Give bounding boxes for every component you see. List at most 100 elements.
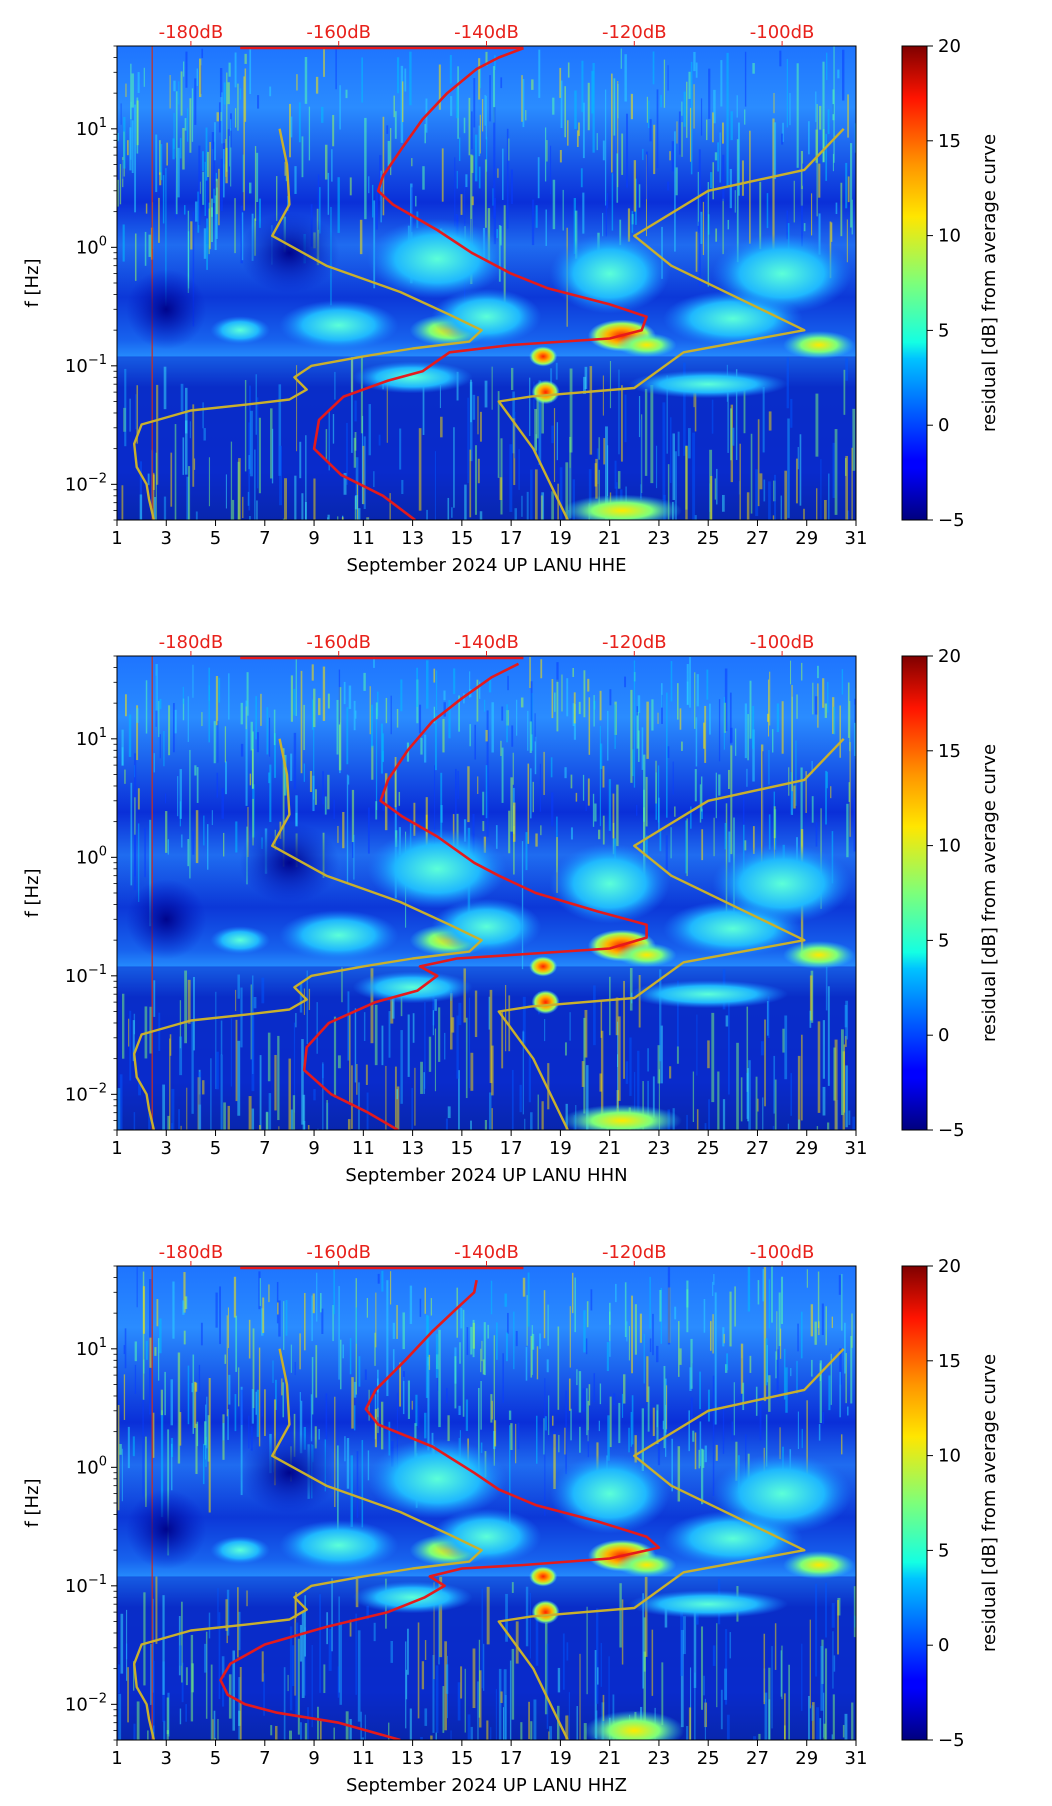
heatmap-streak [521,75,523,122]
heatmap-streak [187,466,191,520]
heatmap-streak [513,1311,515,1370]
heatmap-streak [223,82,226,105]
heatmap-streak [456,1287,459,1338]
heatmap-streak [163,496,167,520]
heatmap-streak [602,375,604,416]
heatmap-streak [722,1403,725,1454]
heatmap-streak [649,1276,651,1329]
heatmap-streak [782,1028,785,1053]
heatmap-streak [535,1618,539,1666]
heatmap-streak [624,394,627,443]
heatmap-streak [342,811,345,849]
heatmap-streak [703,722,705,749]
heatmap-streak [374,1408,378,1448]
heatmap-streak [725,1015,729,1027]
heatmap-streak [327,774,330,810]
heatmap-streak [568,1378,571,1411]
heatmap-streak [536,1346,539,1380]
heatmap-feature [531,990,560,1015]
heatmap-streak [667,464,670,520]
heatmap-streak [677,431,680,457]
heatmap-streak [766,1345,768,1383]
heatmap-streak [634,1304,637,1355]
heatmap-streak [585,800,587,811]
heatmap-streak [750,433,753,514]
heatmap-streak [226,72,228,172]
heatmap-streak [765,1338,768,1386]
heatmap-streak [736,139,739,263]
heatmap-streak [802,163,805,186]
heatmap-streak [147,473,150,486]
heatmap-streak [744,51,747,107]
heatmap-streak [240,205,243,264]
heatmap-streak [582,192,585,234]
heatmap-streak [797,1055,801,1130]
heatmap-streak [445,1118,448,1130]
heatmap-streak [169,75,171,109]
heatmap-streak [491,1400,493,1420]
heatmap-streak [455,768,457,822]
heatmap-streak [535,1415,538,1464]
noise-curves [133,656,845,1130]
heatmap-streak [283,1301,285,1350]
x-tick-label: 27 [746,1138,769,1159]
x-tick-label: 13 [401,1748,424,1769]
heatmap-streak [166,142,168,166]
heatmap-streak [782,122,784,142]
heatmap-streak [508,1425,511,1550]
colorbar-tick-label: 5 [938,1540,949,1561]
heatmap-streak [387,140,391,167]
heatmap-streak [534,736,537,775]
heatmap-streak [451,1017,455,1033]
heatmap-streak [220,158,223,187]
heatmap-streak [768,749,770,785]
heatmap-streak [723,696,725,750]
heatmap-streak [493,197,496,245]
heatmap-streak [505,985,507,1052]
heatmap-streak [789,660,792,685]
heatmap-streak [646,701,649,759]
heatmap-streak [609,1311,611,1341]
heatmap-streak [243,76,245,211]
heatmap-streak [419,1298,422,1317]
heatmap-streak [515,1330,518,1347]
heatmap-streak [600,1030,604,1128]
heatmap-streak [155,134,158,193]
heatmap-streak [136,100,139,146]
heatmap-streak [498,1668,502,1740]
heatmap-streak [736,95,738,118]
heatmap-streak [544,1378,546,1516]
heatmap-streak [223,1102,226,1130]
heatmap-streak [763,479,766,502]
heatmap-streak [488,1092,492,1130]
heatmap-streak [175,157,177,220]
heatmap-streak [251,1389,254,1424]
heatmap-streak [764,1692,768,1740]
heatmap-streak [327,172,330,215]
heatmap-streak [746,768,748,787]
heatmap-streak [295,1013,297,1028]
heatmap-streak [177,776,179,817]
heatmap-streak [215,178,218,215]
heatmap-streak [618,369,620,455]
heatmap-streak [367,1450,370,1481]
heatmap-streak [310,1394,313,1442]
heatmap-feature [616,332,677,357]
heatmap-streak [163,1720,166,1740]
heatmap-streak [134,826,136,877]
heatmap-streak [647,1386,650,1432]
heatmap-streak [715,772,717,819]
heatmap-streak [325,1393,328,1440]
heatmap-streak [609,976,611,1036]
heatmap-streak [311,699,314,730]
heatmap-streak [251,731,254,789]
heatmap-streak [530,469,533,520]
x-tick-label: 23 [647,1748,670,1769]
heatmap-streak [637,1050,640,1130]
heatmap-streak [515,1621,519,1664]
heatmap-streak [263,1673,265,1716]
noise-model-curve [133,1348,483,1740]
heatmap-streak [534,713,536,742]
heatmap-streak [487,1324,489,1339]
heatmap-streak [767,679,770,737]
